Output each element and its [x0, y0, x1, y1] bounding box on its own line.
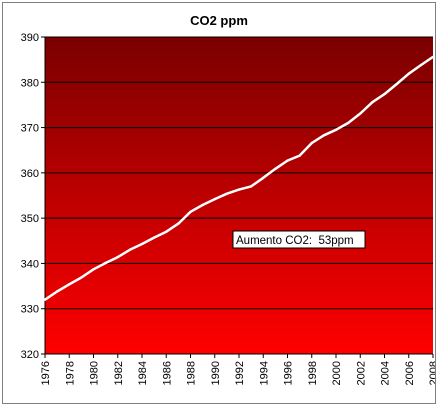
- data-point-1983: [128, 248, 132, 252]
- data-point-1993: [249, 185, 253, 188]
- data-point-2007: [419, 63, 423, 67]
- data-point-1994: [262, 176, 265, 180]
- data-point-1985: [152, 236, 156, 239]
- data-point-1990: [213, 197, 216, 201]
- x-tick-label: 2000: [331, 361, 343, 385]
- y-tick-label: 390: [21, 32, 39, 44]
- x-tick-label: 1980: [89, 361, 101, 385]
- x-tick-label: 1984: [137, 361, 149, 385]
- data-point-1979: [80, 276, 83, 279]
- data-point-1981: [104, 261, 107, 265]
- data-point-2006: [407, 72, 410, 75]
- chart-frame: CO2 ppm 320 330 340 350 360 370 380 390 1976 197…: [2, 2, 436, 404]
- data-point-2008: [431, 55, 435, 59]
- data-point-2005: [395, 82, 398, 86]
- x-tick-label: 1990: [210, 361, 222, 385]
- x-tick-label: 1986: [161, 361, 173, 385]
- data-point-2000: [334, 128, 338, 132]
- annotation-text: Aumento CO2: 53ppm: [236, 235, 354, 247]
- data-point-1997: [298, 154, 301, 157]
- data-point-1995: [274, 167, 277, 170]
- y-tick-label: 370: [21, 123, 39, 135]
- data-point-2001: [346, 121, 350, 125]
- y-tick-layer: 320 330 340 350 360 370 380 390: [21, 32, 45, 361]
- x-tick-label: 2002: [355, 361, 367, 385]
- data-point-1977: [55, 290, 59, 293]
- points-layer: [43, 55, 435, 301]
- data-point-2004: [383, 92, 386, 96]
- plot-area: [45, 37, 433, 354]
- x-tick-label: 1992: [234, 361, 246, 385]
- x-tick-label: 1998: [307, 361, 319, 385]
- x-tick-label: 1996: [283, 361, 295, 385]
- x-tick-label: 2006: [404, 361, 416, 385]
- data-point-1978: [68, 283, 71, 286]
- data-point-1989: [201, 203, 204, 207]
- x-tick-label: 1988: [186, 361, 198, 385]
- data-point-1987: [177, 222, 180, 225]
- data-point-1992: [237, 188, 241, 191]
- data-point-1980: [92, 268, 95, 271]
- x-tick-label: 2008: [428, 361, 435, 385]
- data-point-2002: [359, 112, 362, 115]
- data-point-1988: [189, 210, 192, 214]
- y-tick-label: 340: [21, 258, 39, 270]
- data-point-1999: [322, 134, 326, 137]
- x-tick-label: 2004: [380, 361, 392, 385]
- x-tick-label: 1982: [113, 361, 125, 385]
- annotation-box: Aumento CO2: 53ppm: [232, 230, 366, 249]
- x-tick-label: 1994: [258, 361, 270, 385]
- x-tick-label: 1978: [64, 361, 76, 385]
- data-point-1982: [116, 255, 119, 259]
- data-point-1984: [140, 242, 144, 246]
- data-point-1996: [286, 159, 289, 162]
- data-point-2003: [371, 101, 374, 104]
- data-point-1991: [225, 192, 229, 195]
- annotation-rect: [232, 230, 366, 249]
- chart-title: CO2 ppm: [190, 13, 248, 28]
- x-tick-layer: 1976 1978 1980 1982 1984 1986 1988 1990 1992 1994…: [40, 354, 435, 385]
- y-tick-label: 350: [21, 213, 39, 225]
- data-point-1986: [165, 230, 168, 233]
- x-tick-label: 1976: [40, 361, 52, 385]
- y-tick-label: 380: [21, 77, 39, 89]
- y-tick-label: 360: [21, 168, 39, 180]
- chart-svg: 320 330 340 350 360 370 380 390 1976 1978 1980 198…: [21, 32, 435, 385]
- y-tick-label: 320: [21, 349, 39, 361]
- data-point-1976: [43, 298, 47, 301]
- y-tick-label: 330: [21, 304, 39, 316]
- data-point-1998: [310, 141, 313, 145]
